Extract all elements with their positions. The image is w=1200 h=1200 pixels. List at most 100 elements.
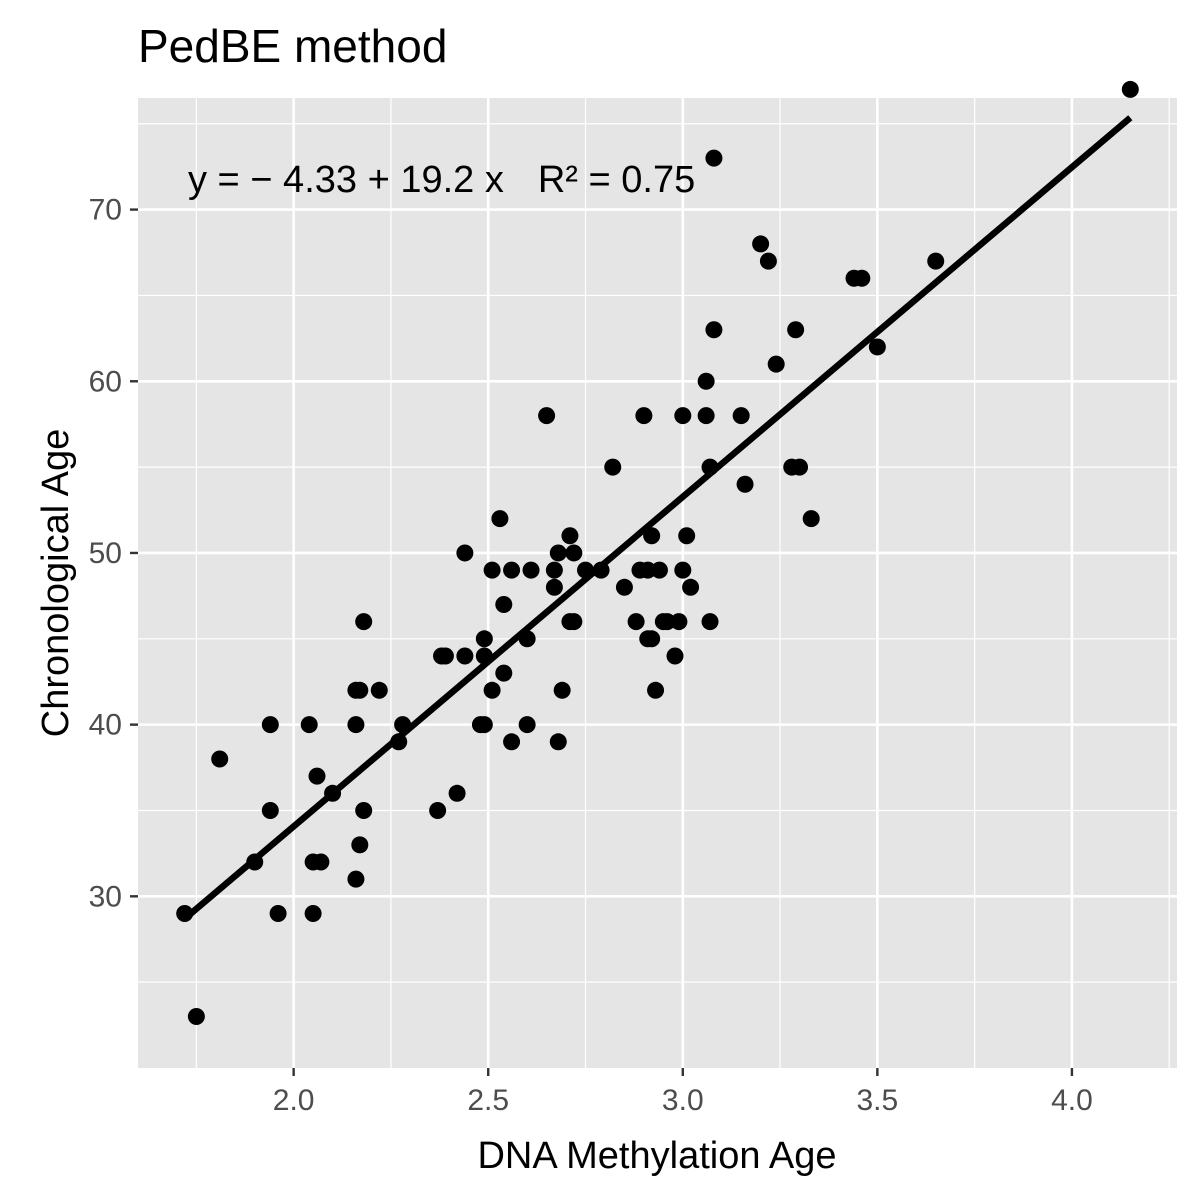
y-axis: 30 40 50 60 70 [89,194,138,913]
data-point [545,578,563,596]
data-point [355,801,373,819]
y-tick-label: 70 [89,194,122,227]
data-point [261,801,279,819]
data-point [927,252,945,270]
data-point [347,870,365,888]
data-point [674,561,692,579]
data-point [269,904,287,922]
data-point [483,561,501,579]
data-point [495,595,513,613]
data-point [475,647,493,665]
data-point [355,613,373,631]
data-point [394,716,412,734]
data-point [705,149,723,167]
data-point [187,1007,205,1025]
data-point [697,372,715,390]
data-point [643,630,661,648]
data-point [666,647,684,665]
data-point [522,561,540,579]
data-point [639,561,657,579]
x-axis: 2.0 2.5 3.0 3.5 4.0 [273,1068,1093,1117]
data-point [503,733,521,751]
data-point [390,733,408,751]
data-point [538,407,556,425]
y-tick-label: 60 [89,365,122,398]
data-point [553,681,571,699]
data-point [503,561,521,579]
data-point [759,252,777,270]
data-point [658,613,676,631]
data-point [565,613,583,631]
data-point [429,801,447,819]
data-point [635,407,653,425]
data-points [176,80,1139,1025]
data-point [650,561,668,579]
x-tick-label: 2.5 [467,1084,509,1117]
data-point [549,544,567,562]
regression-equation: y = − 4.33 + 19.2 x [188,159,504,201]
data-point [456,544,474,562]
y-axis-title: Chronological Age [35,429,77,737]
y-tick-label: 40 [89,709,122,742]
data-point [787,321,805,339]
data-point [351,681,369,699]
data-point [261,716,279,734]
data-point [732,407,750,425]
data-point [705,321,723,339]
data-point [246,853,264,871]
data-point [767,355,785,373]
data-point [701,458,719,476]
data-point [549,733,567,751]
data-point [736,475,754,493]
data-point [483,681,501,699]
data-point [615,578,633,596]
x-tick-label: 4.0 [1051,1084,1093,1117]
data-point [324,784,342,802]
data-point [752,235,770,253]
x-tick-label: 3.0 [662,1084,704,1117]
chart-title: PedBE method [138,20,447,72]
data-point [604,458,622,476]
data-point [491,510,509,528]
data-point [627,613,645,631]
data-point [697,407,715,425]
data-point [1121,80,1139,98]
x-axis-title: DNA Methylation Age [477,1135,836,1177]
data-point [370,681,388,699]
regression-annotation: y = − 4.33 + 19.2 x R² = 0.75 [188,159,695,201]
data-point [436,647,454,665]
data-point [308,767,326,785]
data-point [647,681,665,699]
y-tick-label: 30 [89,880,122,913]
r-squared-label: R² = 0.75 [538,159,695,201]
data-point [791,458,809,476]
data-point [678,527,696,545]
data-point [565,544,583,562]
data-point [674,407,692,425]
y-tick-label: 50 [89,537,122,570]
data-point [176,904,194,922]
data-point [701,613,719,631]
x-tick-label: 3.5 [857,1084,899,1117]
data-point [347,716,365,734]
data-point [456,647,474,665]
data-point [545,561,563,579]
regression-line-layer [182,115,1133,922]
data-point [853,269,871,287]
data-point [495,664,513,682]
data-point [518,630,536,648]
regression-line [182,115,1133,922]
data-point [475,716,493,734]
data-point [448,784,466,802]
data-point [475,630,493,648]
data-point [577,561,595,579]
data-point [682,578,700,596]
data-point [802,510,820,528]
data-point [351,836,369,854]
data-point [592,561,610,579]
data-point [643,527,661,545]
x-tick-label: 2.0 [273,1084,315,1117]
major-gridlines [138,98,1177,1068]
data-point [518,716,536,734]
